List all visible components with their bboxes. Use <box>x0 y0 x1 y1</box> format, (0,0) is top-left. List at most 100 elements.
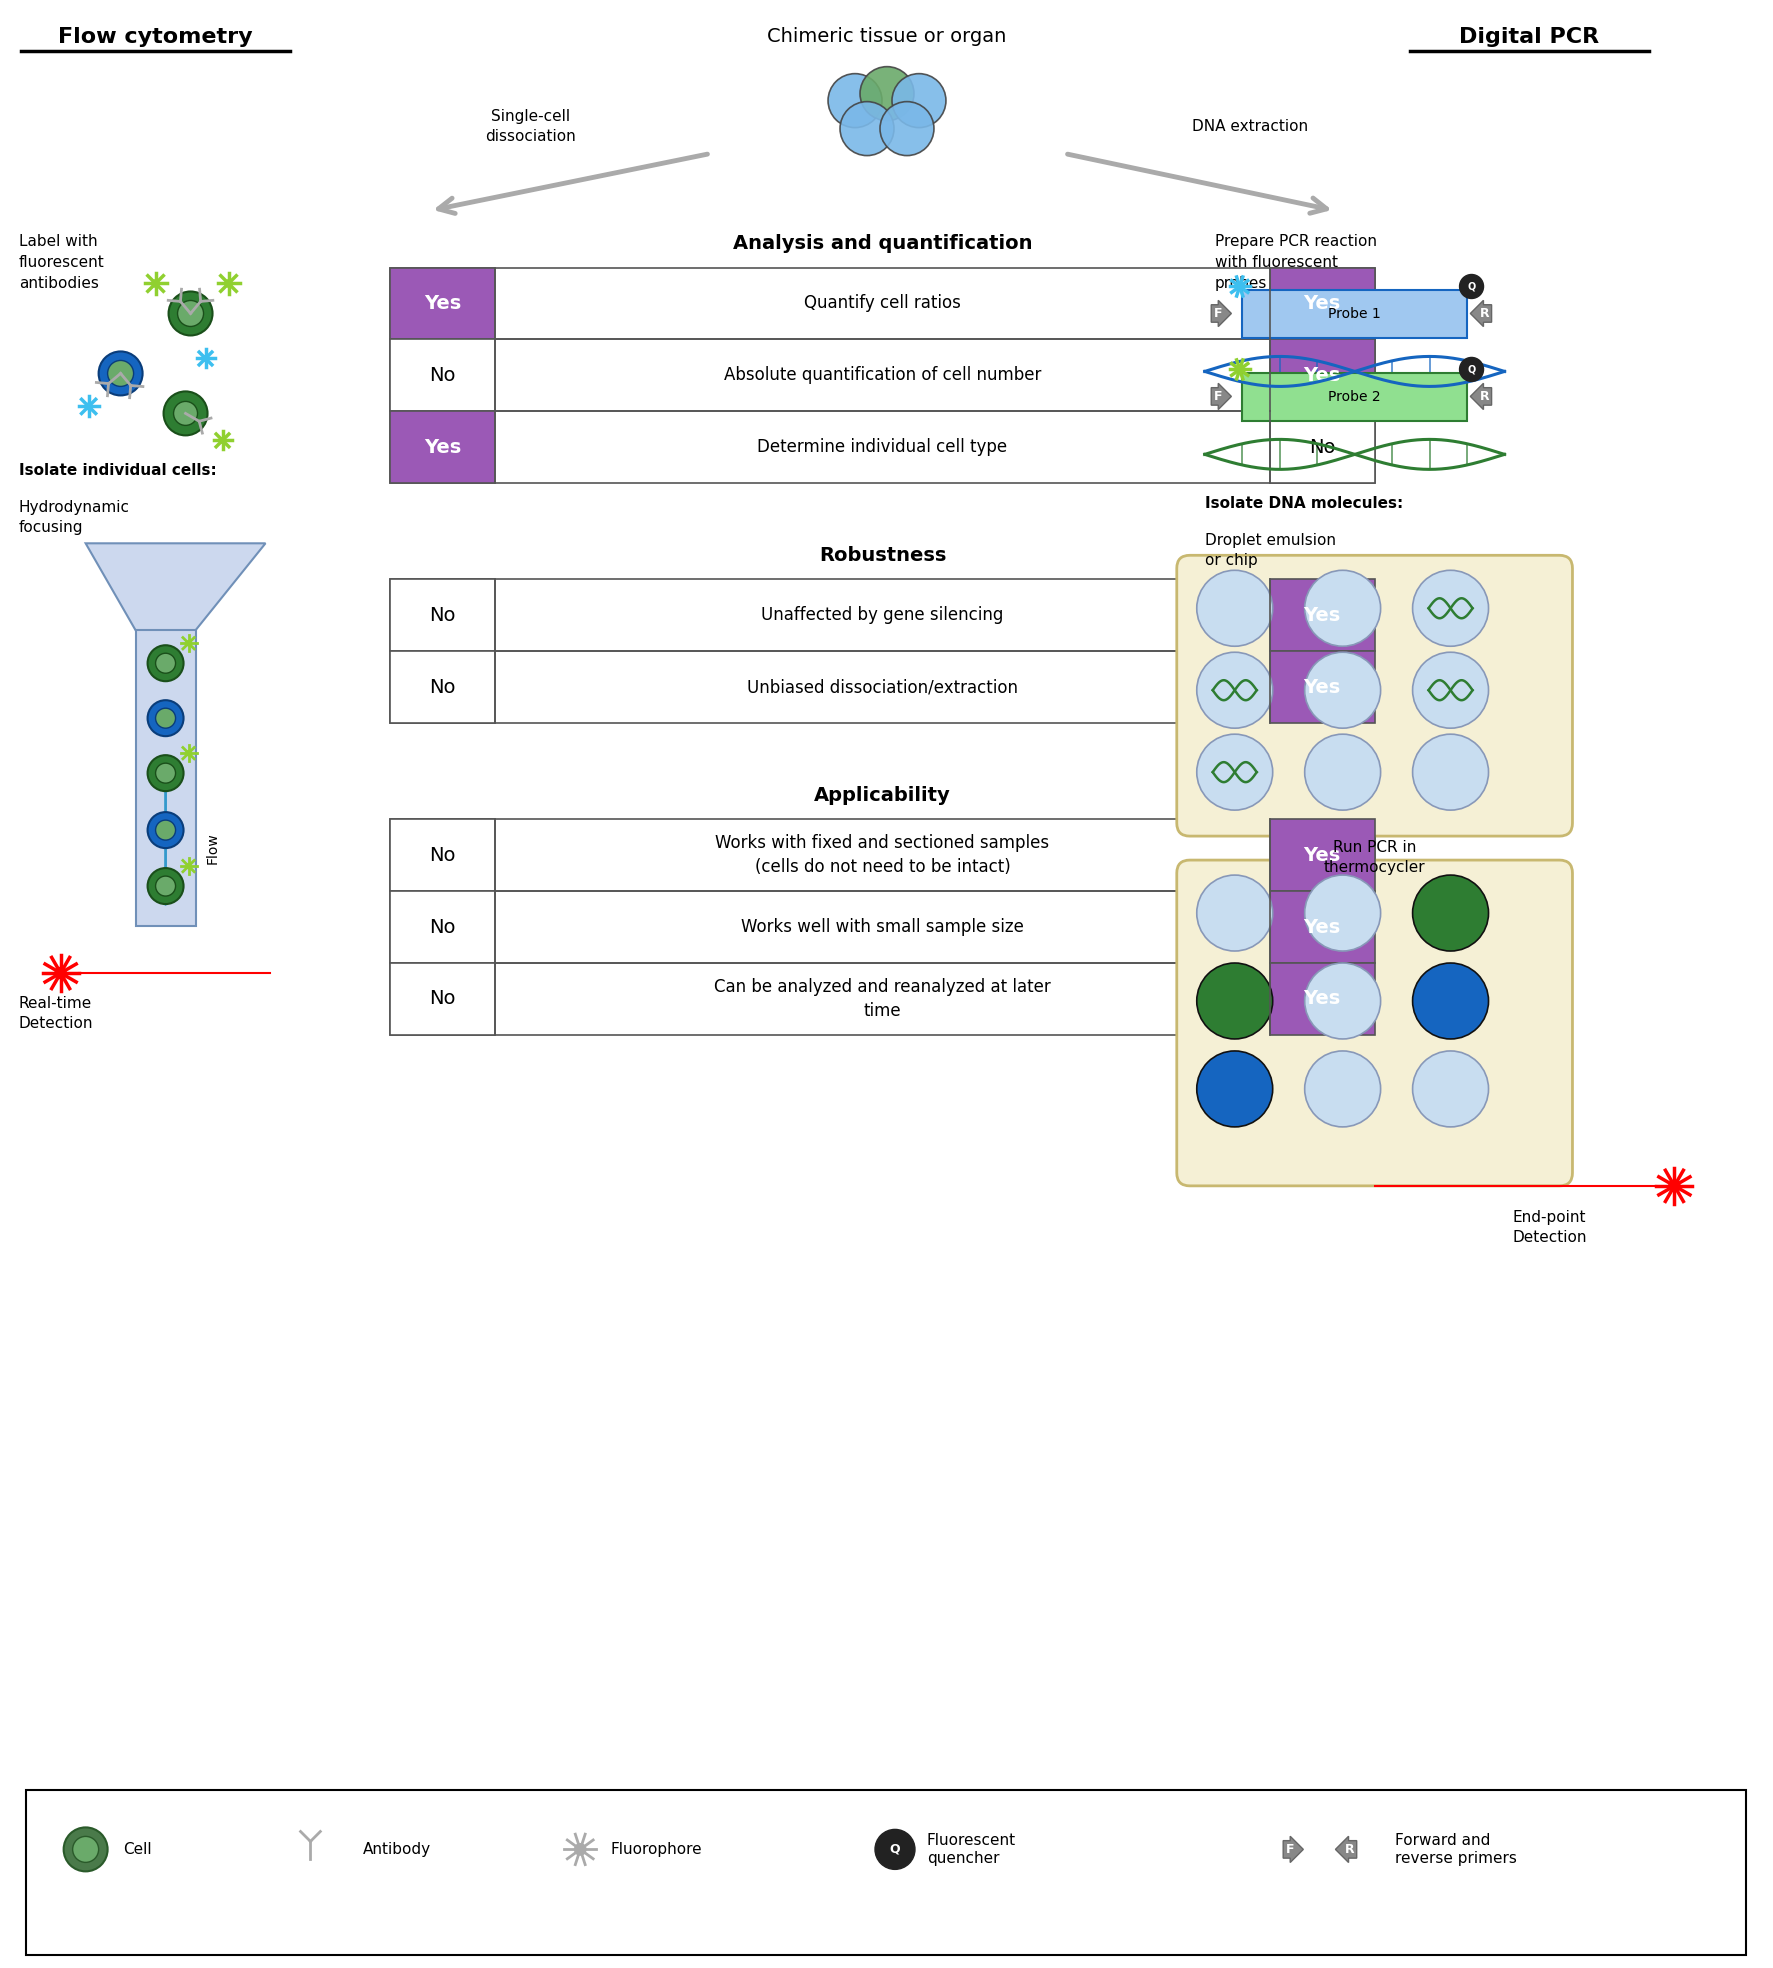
Circle shape <box>840 102 894 155</box>
Text: Antibody: Antibody <box>362 1842 431 1858</box>
Text: Fluorescent
quencher: Fluorescent quencher <box>927 1832 1016 1866</box>
Text: R: R <box>1479 390 1489 403</box>
Circle shape <box>1303 1051 1379 1128</box>
Text: No: No <box>429 990 456 1008</box>
FancyBboxPatch shape <box>1241 291 1466 338</box>
Text: Isolate individual cells:: Isolate individual cells: <box>20 462 216 478</box>
Circle shape <box>1303 962 1379 1039</box>
Circle shape <box>99 352 142 396</box>
Circle shape <box>147 646 183 681</box>
Text: Robustness: Robustness <box>819 545 945 565</box>
Text: Quantify cell ratios: Quantify cell ratios <box>803 295 961 313</box>
Circle shape <box>184 862 191 870</box>
Text: No: No <box>429 366 456 386</box>
Circle shape <box>874 1830 915 1870</box>
Circle shape <box>147 868 183 903</box>
Circle shape <box>1236 366 1243 374</box>
Text: No: No <box>429 917 456 937</box>
Circle shape <box>156 764 176 783</box>
Circle shape <box>147 813 183 848</box>
Circle shape <box>223 279 232 287</box>
Circle shape <box>1197 651 1271 728</box>
Circle shape <box>1411 571 1488 646</box>
FancyBboxPatch shape <box>1269 579 1374 651</box>
Text: F: F <box>1213 390 1222 403</box>
Circle shape <box>1303 876 1379 951</box>
Circle shape <box>1411 962 1488 1039</box>
Circle shape <box>64 1828 108 1872</box>
Circle shape <box>147 701 183 736</box>
FancyBboxPatch shape <box>1269 819 1374 892</box>
Text: Digital PCR: Digital PCR <box>1459 28 1599 47</box>
Text: Forward and
reverse primers: Forward and reverse primers <box>1394 1832 1516 1866</box>
FancyBboxPatch shape <box>1175 860 1571 1187</box>
Text: No: No <box>429 846 456 864</box>
Circle shape <box>151 279 160 287</box>
Circle shape <box>1459 358 1482 382</box>
Text: Unbiased dissociation/extraction: Unbiased dissociation/extraction <box>746 679 1018 697</box>
Text: F: F <box>1213 307 1222 321</box>
Text: Q: Q <box>1466 281 1475 291</box>
Circle shape <box>163 392 207 435</box>
Circle shape <box>168 291 213 335</box>
FancyBboxPatch shape <box>390 962 495 1035</box>
Circle shape <box>1197 1051 1271 1128</box>
FancyBboxPatch shape <box>1269 651 1374 722</box>
Text: Absolute quantification of cell number: Absolute quantification of cell number <box>723 366 1041 384</box>
Polygon shape <box>85 543 266 630</box>
Circle shape <box>156 653 176 673</box>
Text: Yes: Yes <box>424 293 461 313</box>
Circle shape <box>860 67 913 120</box>
Text: Probe 1: Probe 1 <box>1328 307 1379 321</box>
Text: Unaffected by gene silencing: Unaffected by gene silencing <box>761 606 1004 624</box>
Circle shape <box>108 360 133 386</box>
Text: Works well with small sample size: Works well with small sample size <box>741 917 1023 937</box>
Text: Applicability: Applicability <box>814 785 950 805</box>
Circle shape <box>156 821 176 840</box>
Circle shape <box>1197 571 1271 646</box>
Text: No: No <box>429 606 456 624</box>
Text: Yes: Yes <box>1303 990 1340 1008</box>
Circle shape <box>892 73 945 128</box>
Text: Prepare PCR reaction
with fluorescent
probes: Prepare PCR reaction with fluorescent pr… <box>1215 234 1376 291</box>
Circle shape <box>1197 962 1271 1039</box>
Circle shape <box>1411 651 1488 728</box>
Text: Fluorophore: Fluorophore <box>610 1842 702 1858</box>
FancyBboxPatch shape <box>390 579 495 651</box>
Text: Hydrodynamic
focusing: Hydrodynamic focusing <box>20 500 129 535</box>
Circle shape <box>55 966 67 980</box>
FancyBboxPatch shape <box>1269 962 1374 1035</box>
Text: Can be analyzed and reanalyzed at later
time: Can be analyzed and reanalyzed at later … <box>715 978 1050 1019</box>
Text: Yes: Yes <box>424 437 461 457</box>
Circle shape <box>1303 734 1379 811</box>
Circle shape <box>85 401 92 411</box>
Circle shape <box>1411 734 1488 811</box>
Text: Yes: Yes <box>1303 293 1340 313</box>
Circle shape <box>184 640 191 646</box>
Text: Flow: Flow <box>206 832 220 864</box>
Circle shape <box>218 437 225 445</box>
Text: Yes: Yes <box>1303 366 1340 386</box>
Text: Run PCR in
thermocycler: Run PCR in thermocycler <box>1323 840 1425 876</box>
Text: No: No <box>1308 437 1335 457</box>
Circle shape <box>174 401 197 425</box>
Circle shape <box>1236 283 1243 291</box>
Circle shape <box>202 354 209 362</box>
FancyBboxPatch shape <box>1269 268 1374 338</box>
Circle shape <box>1667 1179 1679 1193</box>
Circle shape <box>573 1842 587 1856</box>
FancyBboxPatch shape <box>390 892 495 962</box>
Text: Works with fixed and sectioned samples
(cells do not need to be intact): Works with fixed and sectioned samples (… <box>715 834 1050 876</box>
Text: Yes: Yes <box>1303 606 1340 624</box>
Circle shape <box>1197 876 1271 951</box>
Text: Single-cell
dissociation: Single-cell dissociation <box>484 108 574 144</box>
Circle shape <box>1411 1051 1488 1128</box>
Text: Flow cytometry: Flow cytometry <box>59 28 254 47</box>
Text: Yes: Yes <box>1303 917 1340 937</box>
FancyBboxPatch shape <box>390 411 495 484</box>
Text: Isolate DNA molecules:: Isolate DNA molecules: <box>1204 496 1402 512</box>
Circle shape <box>156 876 176 895</box>
Text: Analysis and quantification: Analysis and quantification <box>732 234 1032 254</box>
Text: R: R <box>1344 1842 1355 1856</box>
FancyBboxPatch shape <box>1269 338 1374 411</box>
